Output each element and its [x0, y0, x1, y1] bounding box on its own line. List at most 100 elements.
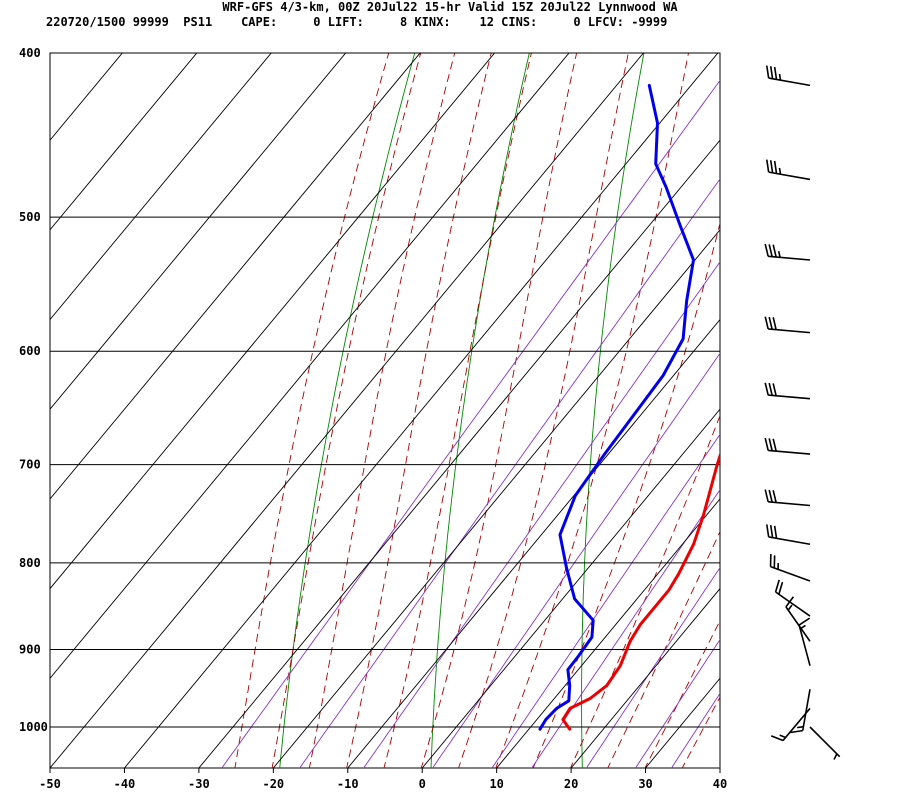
pressure-tick-label: 700	[19, 458, 41, 472]
mixing-ratio-line	[299, 178, 720, 768]
moist-adiabat	[383, 53, 532, 768]
wind-barbs	[764, 65, 841, 760]
isotherm	[50, 53, 198, 231]
barb-shaft	[785, 606, 811, 642]
barb-shaft	[768, 77, 811, 87]
moist-adiabat	[644, 619, 720, 768]
barb-feather	[765, 65, 770, 79]
barb-feather	[768, 316, 773, 330]
pressure-tick-label: 800	[19, 556, 41, 570]
dry-adiabat	[581, 53, 645, 768]
barb-shaft	[768, 449, 811, 455]
barb-shaft	[768, 328, 811, 334]
barb-feather	[790, 729, 803, 734]
isotherm	[719, 767, 720, 768]
wind-barb	[765, 524, 811, 546]
dry-adiabat	[858, 15, 885, 770]
moist-adiabat	[308, 53, 456, 768]
moist-adiabat	[719, 766, 720, 768]
dry-adiabat	[430, 53, 530, 768]
wind-barb	[765, 65, 811, 87]
barb-shaft	[768, 255, 811, 261]
moist-adiabat	[495, 53, 689, 768]
wind-barb	[764, 382, 811, 400]
temperature-tick-label: 20	[564, 777, 578, 791]
wind-barb	[770, 707, 811, 742]
isotherm	[50, 53, 496, 590]
barb-feather	[773, 160, 778, 174]
pressure-tick-label: 900	[19, 642, 41, 656]
barb-feather	[772, 244, 777, 258]
barb-feather	[769, 66, 774, 79]
barb-half-feather	[799, 624, 806, 630]
barb-half-feather	[797, 725, 804, 729]
dry-adiabat	[279, 53, 416, 768]
barb-feather	[770, 735, 784, 742]
mixing-ratio-line	[221, 79, 720, 768]
mixing-ratio-line	[363, 261, 720, 768]
barb-shaft	[768, 536, 811, 546]
wind-barb	[764, 243, 811, 261]
wind-barb	[769, 553, 811, 582]
temperature-tick-label: 10	[489, 777, 503, 791]
barb-feather	[764, 316, 769, 330]
isotherm	[198, 139, 720, 768]
wind-barb	[790, 689, 811, 734]
temperature-tick-label: 0	[419, 777, 426, 791]
barb-feather	[772, 438, 777, 452]
wind-barb	[764, 437, 811, 455]
wind-barb	[798, 617, 811, 666]
barb-feather	[768, 382, 773, 396]
wind-barb	[765, 159, 811, 181]
isotherm	[50, 53, 347, 410]
barb-feather	[772, 317, 777, 330]
isotherm	[50, 53, 570, 680]
isotherm	[347, 318, 720, 768]
isotherm	[50, 53, 421, 500]
moist-adiabat	[346, 53, 492, 768]
temperature-tick-label: 30	[638, 777, 652, 791]
barb-half-feather	[779, 734, 786, 739]
pressure-tick-label: 400	[19, 46, 41, 60]
barb-feather	[765, 159, 770, 173]
dewpoint-line	[538, 83, 695, 731]
mixing-ratio-line	[585, 566, 720, 768]
barb-half-feather	[833, 753, 838, 760]
temperature-tick-label: -10	[337, 777, 359, 791]
barb-feather	[774, 579, 780, 593]
barb-feather	[768, 438, 773, 451]
temperature-tick-label: -50	[39, 777, 61, 791]
moist-adiabat	[607, 530, 720, 768]
barb-shaft	[809, 726, 841, 758]
barb-feather	[764, 243, 769, 257]
series-group	[538, 83, 720, 731]
isotherm	[272, 229, 720, 768]
temperature-tick-label: -20	[262, 777, 284, 791]
temperature-tick-label: -30	[188, 777, 210, 791]
barb-shaft	[770, 565, 811, 582]
background-lines	[50, 15, 885, 770]
mixing-ratio-line	[432, 352, 720, 768]
barb-shaft	[775, 591, 811, 617]
temperature-tick-label: -40	[114, 777, 136, 791]
isotherm	[570, 587, 720, 768]
plot-area	[49, 52, 721, 769]
barb-feather	[765, 524, 770, 538]
chart-title: WRF-GFS 4/3-km, 00Z 20Jul22 15-hr Valid …	[222, 0, 678, 14]
isotherm	[421, 408, 720, 768]
temperature-line	[561, 451, 720, 731]
barb-half-feather	[778, 73, 782, 81]
barb-shaft	[768, 171, 811, 181]
barb-feather	[772, 383, 777, 396]
barb-feather	[769, 160, 774, 173]
barb-shaft	[768, 394, 811, 400]
wind-barb	[785, 596, 811, 642]
pressure-tick-label: 1000	[19, 720, 48, 734]
barb-shaft	[801, 689, 811, 731]
moist-adiabat	[420, 53, 578, 768]
barb-feather	[768, 489, 773, 503]
barb-half-feather	[787, 604, 793, 611]
barb-shaft	[782, 707, 811, 742]
barb-feather	[772, 490, 777, 503]
